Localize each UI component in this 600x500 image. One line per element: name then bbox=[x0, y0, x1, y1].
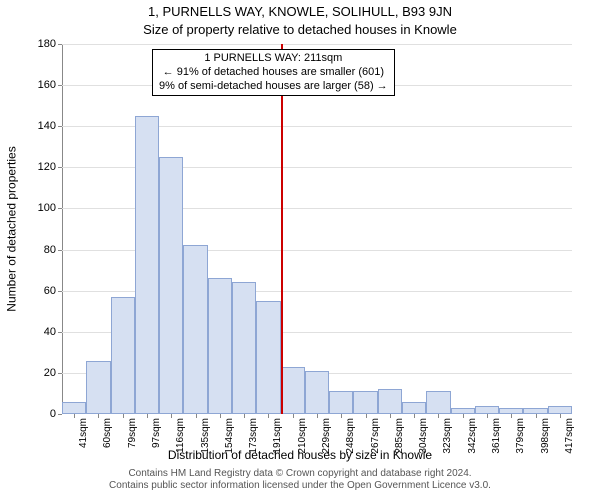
x-tick-mark bbox=[414, 414, 415, 418]
y-tick-label: 40 bbox=[44, 326, 56, 338]
y-tick-mark bbox=[58, 414, 62, 415]
x-tick-mark bbox=[123, 414, 124, 418]
y-tick-label: 140 bbox=[38, 120, 56, 132]
page-title: 1, PURNELLS WAY, KNOWLE, SOLIHULL, B93 9… bbox=[0, 4, 600, 19]
histogram-bar bbox=[548, 406, 572, 414]
annotation-line: ← 91% of detached houses are smaller (60… bbox=[159, 66, 388, 80]
y-tick-mark bbox=[58, 373, 62, 374]
annotation-line: 9% of semi-detached houses are larger (5… bbox=[159, 80, 388, 94]
histogram-bar bbox=[86, 361, 110, 414]
histogram-bar bbox=[135, 116, 159, 414]
histogram-bar bbox=[402, 402, 426, 414]
annotation-box: 1 PURNELLS WAY: 211sqm← 91% of detached … bbox=[152, 49, 395, 96]
x-tick-label: 97sqm bbox=[151, 418, 162, 448]
histogram-bar bbox=[426, 391, 450, 414]
x-tick-mark bbox=[487, 414, 488, 418]
y-tick-mark bbox=[58, 291, 62, 292]
x-tick-mark bbox=[220, 414, 221, 418]
x-tick-mark bbox=[74, 414, 75, 418]
y-tick-mark bbox=[58, 167, 62, 168]
histogram-bar bbox=[232, 282, 256, 414]
x-tick-mark bbox=[536, 414, 537, 418]
y-tick-label: 0 bbox=[50, 408, 56, 420]
x-axis-caption: Distribution of detached houses by size … bbox=[0, 448, 600, 462]
y-tick-label: 60 bbox=[44, 285, 56, 297]
x-tick-mark bbox=[511, 414, 512, 418]
histogram-bar bbox=[305, 371, 329, 414]
x-tick-mark bbox=[390, 414, 391, 418]
histogram-bar bbox=[208, 278, 232, 414]
x-tick-mark bbox=[293, 414, 294, 418]
x-tick-mark bbox=[98, 414, 99, 418]
y-tick-mark bbox=[58, 250, 62, 251]
gridline bbox=[62, 44, 572, 45]
histogram-bar bbox=[62, 402, 86, 414]
y-tick-mark bbox=[58, 208, 62, 209]
x-tick-mark bbox=[463, 414, 464, 418]
y-tick-mark bbox=[58, 332, 62, 333]
x-tick-label: 41sqm bbox=[78, 418, 89, 448]
y-tick-label: 120 bbox=[38, 161, 56, 173]
x-tick-label: 60sqm bbox=[102, 418, 113, 448]
x-tick-mark bbox=[366, 414, 367, 418]
x-tick-mark bbox=[560, 414, 561, 418]
x-tick-mark bbox=[317, 414, 318, 418]
x-tick-mark bbox=[341, 414, 342, 418]
histogram-bar bbox=[256, 301, 280, 414]
y-axis-line bbox=[62, 44, 63, 414]
y-tick-label: 160 bbox=[38, 79, 56, 91]
histogram-bar bbox=[475, 406, 499, 414]
y-tick-label: 20 bbox=[44, 367, 56, 379]
x-tick-label: 79sqm bbox=[127, 418, 138, 448]
x-tick-mark bbox=[196, 414, 197, 418]
y-tick-label: 100 bbox=[38, 202, 56, 214]
x-tick-mark bbox=[438, 414, 439, 418]
histogram-bar bbox=[159, 157, 183, 414]
histogram-plot: 02040608010012014016018041sqm60sqm79sqm9… bbox=[62, 44, 572, 414]
chart-subtitle: Size of property relative to detached ho… bbox=[0, 22, 600, 37]
x-tick-mark bbox=[147, 414, 148, 418]
histogram-bar bbox=[281, 367, 305, 414]
footer-attribution: Contains HM Land Registry data © Crown c… bbox=[0, 468, 600, 492]
histogram-bar bbox=[378, 389, 402, 414]
x-tick-mark bbox=[244, 414, 245, 418]
y-tick-mark bbox=[58, 44, 62, 45]
x-tick-mark bbox=[171, 414, 172, 418]
y-tick-mark bbox=[58, 126, 62, 127]
reference-line bbox=[281, 44, 283, 414]
y-tick-label: 80 bbox=[44, 244, 56, 256]
y-axis-label: Number of detached properties bbox=[4, 44, 20, 414]
annotation-line: 1 PURNELLS WAY: 211sqm bbox=[159, 52, 388, 66]
y-tick-mark bbox=[58, 85, 62, 86]
y-tick-label: 180 bbox=[38, 38, 56, 50]
histogram-bar bbox=[353, 391, 377, 414]
histogram-bar bbox=[111, 297, 135, 414]
histogram-bar bbox=[329, 391, 353, 414]
x-tick-mark bbox=[268, 414, 269, 418]
histogram-bar bbox=[183, 245, 207, 414]
